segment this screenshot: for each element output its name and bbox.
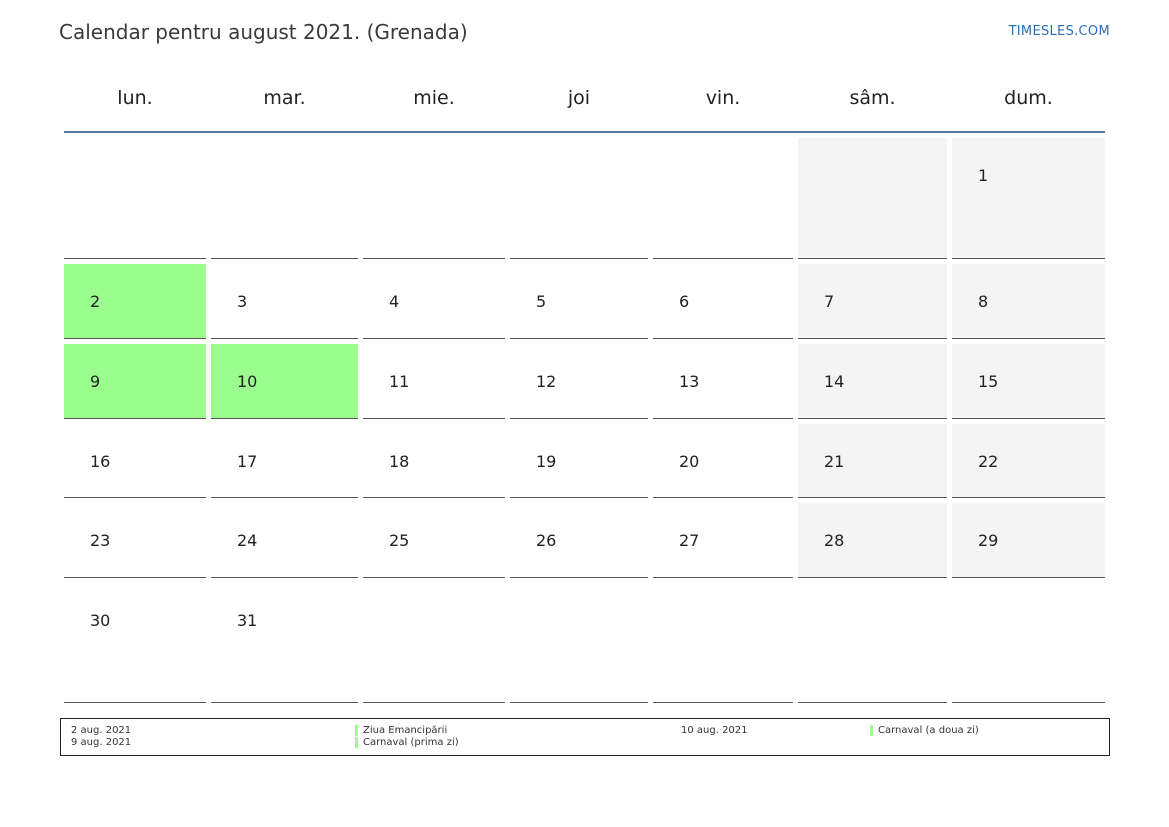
day-number: 4 bbox=[389, 292, 400, 311]
header-divider bbox=[64, 131, 1105, 133]
day-number: 18 bbox=[389, 452, 410, 471]
weekday-sun: dum. bbox=[1004, 87, 1053, 109]
day-cell: 5 bbox=[510, 264, 648, 339]
weekday-sat: sâm. bbox=[849, 87, 896, 109]
day-cell: 8 bbox=[952, 264, 1105, 339]
day-cell: 30 bbox=[64, 583, 206, 703]
day-number: 29 bbox=[978, 531, 999, 550]
empty-day-cell bbox=[653, 583, 793, 703]
legend-color-marker bbox=[870, 725, 873, 736]
day-cell: 13 bbox=[653, 344, 793, 419]
day-number: 17 bbox=[237, 452, 258, 471]
day-cell: 27 bbox=[653, 503, 793, 578]
day-cell: 16 bbox=[64, 424, 206, 498]
day-cell: 17 bbox=[211, 424, 358, 498]
day-cell: 22 bbox=[952, 424, 1105, 498]
legend-date: 9 aug. 2021 bbox=[71, 737, 132, 748]
empty-day-cell bbox=[798, 583, 947, 703]
day-cell: 31 bbox=[211, 583, 358, 703]
empty-day-cell bbox=[510, 138, 648, 259]
day-cell: 1 bbox=[952, 138, 1105, 259]
day-cell: 6 bbox=[653, 264, 793, 339]
day-cell: 7 bbox=[798, 264, 947, 339]
day-cell: 11 bbox=[363, 344, 505, 419]
day-cell: 26 bbox=[510, 503, 648, 578]
day-number: 12 bbox=[536, 372, 557, 391]
day-number: 22 bbox=[978, 452, 999, 471]
day-cell: 10 bbox=[211, 344, 358, 419]
empty-day-cell bbox=[510, 583, 648, 703]
day-cell: 18 bbox=[363, 424, 505, 498]
day-number: 13 bbox=[679, 372, 700, 391]
day-number: 24 bbox=[237, 531, 258, 550]
day-number: 25 bbox=[389, 531, 410, 550]
empty-day-cell bbox=[952, 583, 1105, 703]
legend-holiday-name: Carnaval (a doua zi) bbox=[878, 725, 979, 736]
day-cell: 29 bbox=[952, 503, 1105, 578]
legend-holiday-name: Carnaval (prima zi) bbox=[363, 737, 459, 748]
empty-day-cell bbox=[64, 138, 206, 259]
day-number: 26 bbox=[536, 531, 557, 550]
day-number: 7 bbox=[824, 292, 835, 311]
day-cell: 24 bbox=[211, 503, 358, 578]
day-cell: 15 bbox=[952, 344, 1105, 419]
day-number: 1 bbox=[978, 166, 989, 185]
day-number: 19 bbox=[536, 452, 557, 471]
day-cell: 20 bbox=[653, 424, 793, 498]
day-cell: 25 bbox=[363, 503, 505, 578]
legend-color-marker bbox=[355, 725, 358, 736]
day-cell: 23 bbox=[64, 503, 206, 578]
day-cell: 21 bbox=[798, 424, 947, 498]
day-number: 10 bbox=[237, 372, 258, 391]
day-number: 14 bbox=[824, 372, 845, 391]
day-cell: 12 bbox=[510, 344, 648, 419]
legend-date: 10 aug. 2021 bbox=[681, 725, 748, 736]
day-cell: 28 bbox=[798, 503, 947, 578]
day-number: 20 bbox=[679, 452, 700, 471]
legend-holiday-name: Ziua Emancipării bbox=[363, 725, 448, 736]
day-cell: 19 bbox=[510, 424, 648, 498]
day-number: 16 bbox=[90, 452, 111, 471]
day-number: 21 bbox=[824, 452, 845, 471]
day-number: 27 bbox=[679, 531, 700, 550]
day-number: 31 bbox=[237, 611, 258, 630]
day-cell: 9 bbox=[64, 344, 206, 419]
day-number: 5 bbox=[536, 292, 547, 311]
day-number: 28 bbox=[824, 531, 845, 550]
day-number: 6 bbox=[679, 292, 690, 311]
weekday-tue: mar. bbox=[263, 87, 306, 109]
day-number: 8 bbox=[978, 292, 989, 311]
weekday-fri: vin. bbox=[705, 87, 741, 109]
day-number: 9 bbox=[90, 372, 101, 391]
legend-date: 2 aug. 2021 bbox=[71, 725, 132, 736]
empty-day-cell bbox=[653, 138, 793, 259]
empty-day-cell bbox=[363, 138, 505, 259]
day-number: 2 bbox=[90, 292, 101, 311]
day-cell: 14 bbox=[798, 344, 947, 419]
weekday-wed: mie. bbox=[413, 87, 455, 109]
day-number: 11 bbox=[389, 372, 410, 391]
day-number: 23 bbox=[90, 531, 111, 550]
weekday-header: lun. mar. mie. joi vin. sâm. dum. bbox=[64, 78, 1105, 132]
day-cell: 2 bbox=[64, 264, 206, 339]
holiday-legend: 2 aug. 2021 9 aug. 2021 Ziua Emancipării… bbox=[60, 718, 1110, 756]
empty-day-cell bbox=[211, 138, 358, 259]
day-number: 3 bbox=[237, 292, 248, 311]
weekday-mon: lun. bbox=[117, 87, 153, 109]
empty-day-cell bbox=[363, 583, 505, 703]
day-number: 15 bbox=[978, 372, 999, 391]
site-link[interactable]: TIMESLES.COM bbox=[1008, 24, 1110, 39]
legend-color-marker bbox=[355, 737, 358, 748]
empty-day-cell bbox=[798, 138, 947, 259]
weekday-thu: joi bbox=[567, 87, 591, 109]
page-title: Calendar pentru august 2021. (Grenada) bbox=[59, 20, 468, 44]
day-number: 30 bbox=[90, 611, 111, 630]
day-cell: 4 bbox=[363, 264, 505, 339]
day-cell: 3 bbox=[211, 264, 358, 339]
